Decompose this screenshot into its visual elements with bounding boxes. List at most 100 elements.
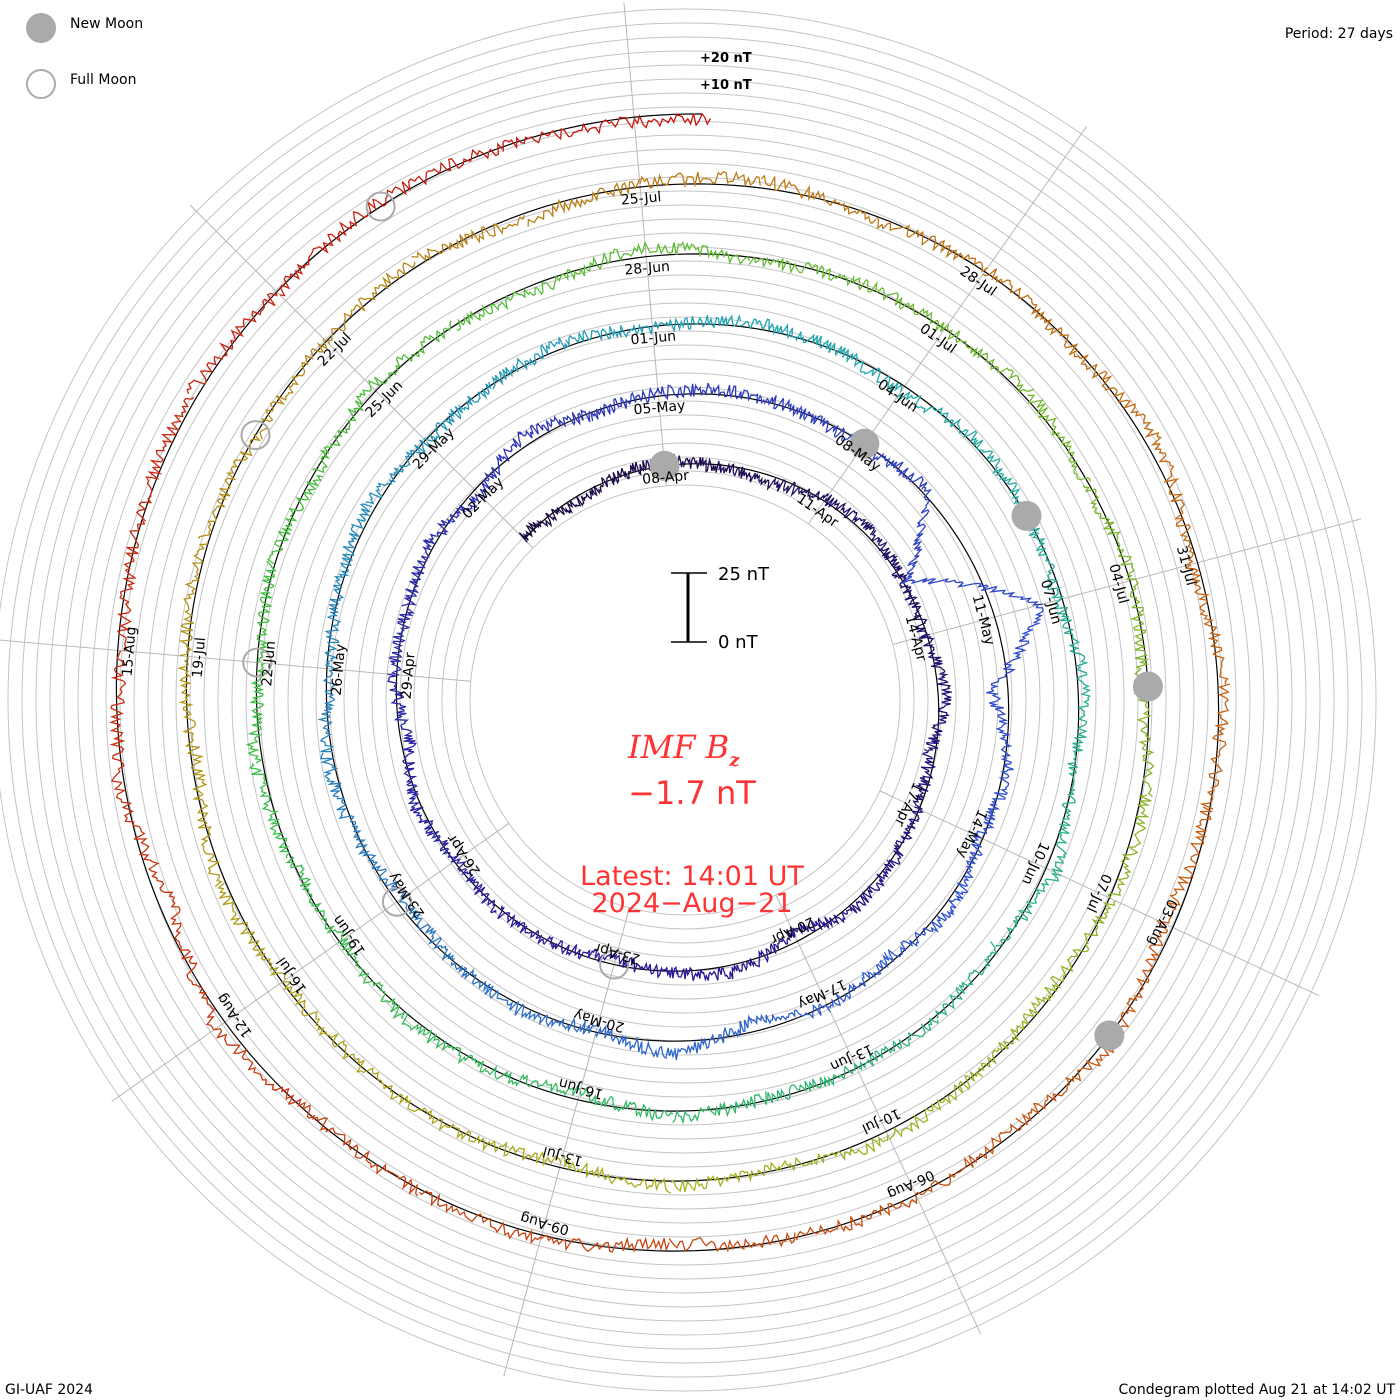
grid-circle [7,22,1363,1378]
bz-series-segment [388,607,415,676]
bz-series-segment [266,474,323,565]
bz-series-segment [901,486,933,584]
bz-series-segment [946,323,1035,393]
bz-series-segment [456,281,547,331]
bz-series-segment [1082,484,1137,580]
bz-series-segment [668,1231,796,1253]
parameter-title: IMF Bz [627,728,740,771]
bz-series-segment [978,986,1054,1072]
grid-circle [161,176,1209,1224]
date-label: 25-Jul [620,189,662,208]
bz-series-segment [324,584,345,670]
bz-series-segment [657,382,731,401]
bz-series-segment [353,830,407,898]
day-spoke [892,518,1362,645]
bz-series-segment [1050,780,1076,874]
bz-series-segment [479,431,522,500]
bz-series-segment [191,770,223,888]
bz-series-segment [562,1156,671,1194]
bz-series-segment [644,241,750,265]
full-moon-marker [240,420,271,451]
date-label: 28-Jun [624,259,671,279]
bz-series [108,112,1231,1253]
bz-series-segment [918,633,953,693]
latest-time: Latest: 14:01 UT [580,861,804,892]
bz-series-segment [1067,687,1092,781]
date-label: 22-Jun [259,640,279,687]
bz-series-segment [401,1012,487,1073]
bz-series-segment [450,961,520,1016]
bz-series-segment [934,941,998,1019]
bz-series-segment [876,217,989,273]
grid-circle [63,78,1307,1322]
latest-date: 2024−Aug−21 [591,888,792,919]
bz-series-segment [579,1085,674,1122]
bz-series-segment [672,1091,768,1125]
bz-series-segment [973,765,1014,839]
bz-series-segment [546,241,646,291]
bz-series-segment [320,752,359,832]
bz-series-segment [852,275,948,333]
grid-circle [35,50,1335,1350]
bz-series-segment [792,909,852,937]
bz-series-segment [402,740,419,809]
bz-series-segment [565,323,653,347]
scale-top-label: 25 nT [718,564,770,585]
bz-series-segment [1184,564,1229,685]
bz-series-segment [217,882,287,980]
bz-series-segment [317,668,338,753]
bz-series-segment [896,390,978,444]
day-spoke [775,894,982,1335]
bz-series-segment [245,662,268,764]
bz-series-segment [386,673,414,742]
date-label: 05-May [633,398,686,418]
bz-series-segment [214,1028,316,1119]
bz-series-segment [248,763,290,859]
new-moon-marker [649,450,680,481]
bz-series-segment [368,320,452,387]
bz-series-segment [750,1003,832,1026]
bz-series-segment [760,174,877,225]
grid-circle [441,456,929,944]
bz-series-segment [827,951,890,1009]
bz-series-segment [281,980,365,1065]
date-label: 01-Jun [630,328,677,348]
bz-series-segment [614,954,678,979]
grid-circle [245,260,1125,1140]
bz-series-segment [912,748,937,810]
bz-series-segment [670,1161,783,1193]
grid-circle [399,414,971,986]
bz-series-segment [1115,919,1169,1044]
bz-series-segment [887,909,955,963]
bz-series-segment [135,396,195,522]
bz-series-segment [767,1062,857,1104]
bz-series-segment [854,1017,939,1071]
plotted-label: Condegram plotted Aug 21 at 14:02 UT [1119,1382,1396,1398]
new-moon-marker [1132,671,1163,702]
bz-series-segment [186,291,278,395]
date-label: 08-Apr [642,468,690,488]
bz-series-segment [795,1195,918,1241]
ring-label-plus10: +10 nT [700,78,752,93]
grid-circle [301,316,1069,1084]
grid-circle [91,106,1279,1294]
bz-series-segment [1027,394,1092,482]
bz-series-segment [986,690,1013,767]
bz-series-segment [1199,683,1231,810]
ring-label-plus20: +20 nT [700,51,752,66]
bz-series-segment [990,605,1044,692]
moon-markers [240,191,1163,1051]
bz-series-segment [117,520,146,652]
bz-series-segment [312,384,373,474]
bz-series-segment [769,477,829,501]
bz-series-segment [256,560,278,664]
bz-series-segment [1107,794,1152,899]
bz-series-segment [401,539,432,607]
day-spoke [807,126,1087,525]
bz-series-segment [484,1064,581,1097]
grid-circle [259,274,1111,1126]
date-label: 15-Aug [120,626,140,677]
bz-series-segment [567,474,614,514]
bz-series-segment [888,808,924,867]
